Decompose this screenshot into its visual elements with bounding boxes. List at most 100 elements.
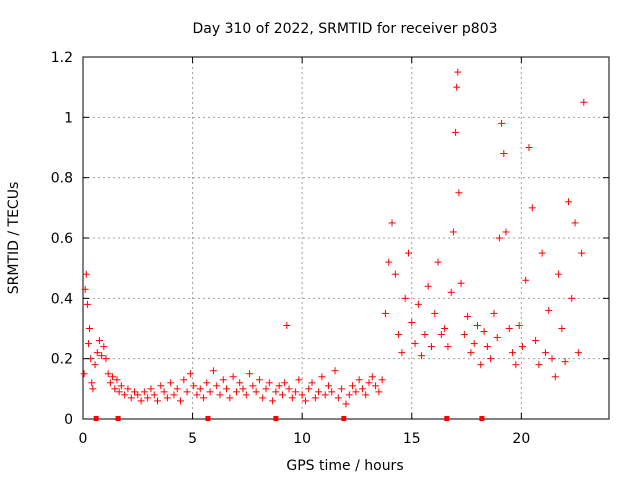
- data-point: [578, 249, 586, 257]
- data-point: [427, 343, 435, 351]
- x-tick-label: 20: [512, 431, 530, 447]
- data-point: [301, 397, 309, 405]
- data-point: [490, 309, 498, 317]
- data-point: [355, 376, 363, 384]
- data-point: [81, 285, 89, 293]
- x-tick-label: 0: [79, 431, 88, 447]
- data-point: [91, 361, 99, 369]
- data-point: [328, 388, 336, 396]
- data-point: [239, 385, 247, 393]
- data-point: [447, 288, 455, 296]
- data-point: [528, 204, 536, 212]
- data-point: [338, 385, 346, 393]
- data-point: [518, 343, 526, 351]
- data-point: [388, 219, 396, 227]
- data-point: [121, 391, 129, 399]
- data-point: [106, 379, 114, 387]
- data-point: [265, 379, 273, 387]
- data-point: [83, 300, 91, 308]
- data-point: [255, 376, 263, 384]
- data-point: [285, 385, 293, 393]
- data-point: [464, 312, 472, 320]
- data-point: [395, 331, 403, 339]
- data-point: [414, 300, 422, 308]
- data-point: [93, 349, 101, 357]
- data-point: [568, 294, 576, 302]
- data-point: [391, 270, 399, 278]
- data-point: [157, 382, 165, 390]
- data-point: [82, 270, 90, 278]
- data-point: [522, 276, 530, 284]
- data-point: [147, 385, 155, 393]
- data-point: [548, 355, 556, 363]
- data-point: [525, 144, 533, 151]
- data-point: [532, 337, 540, 345]
- data-point: [368, 373, 376, 381]
- data-point: [318, 373, 326, 381]
- data-point: [124, 385, 132, 393]
- data-point: [305, 385, 313, 393]
- data-point: [551, 373, 559, 381]
- data-point: [515, 321, 523, 329]
- data-point: [115, 388, 123, 396]
- data-point: [362, 391, 370, 399]
- data-point: [460, 331, 468, 339]
- data-point: [216, 391, 224, 399]
- y-tick-label: 0.4: [51, 291, 73, 307]
- data-point: [509, 349, 517, 357]
- data-point: [495, 234, 503, 242]
- axes-layer: [82, 56, 610, 420]
- data-point: [163, 394, 171, 402]
- data-point: [375, 388, 383, 396]
- data-point: [345, 391, 353, 399]
- data-point: [86, 325, 94, 332]
- data-point: [295, 376, 303, 384]
- data-point: [408, 318, 416, 326]
- data-point: [580, 98, 588, 106]
- data-point: [100, 343, 108, 351]
- data-point: [411, 340, 419, 348]
- data-point: [206, 388, 214, 396]
- data-point: [170, 391, 178, 399]
- data-point: [292, 388, 300, 396]
- data-point: [278, 391, 286, 399]
- data-point: [150, 391, 158, 399]
- y-tick-label: 0.8: [51, 171, 73, 187]
- data-point: [431, 309, 439, 317]
- data-point: [275, 382, 283, 390]
- x-axis-label: GPS time / hours: [286, 458, 403, 474]
- data-point: [512, 361, 520, 369]
- baseline-marker: [479, 416, 485, 421]
- data-point: [298, 391, 306, 399]
- data-point: [167, 379, 175, 387]
- data-point: [144, 394, 152, 402]
- data-point: [131, 388, 139, 396]
- data-point: [564, 198, 572, 206]
- points-layer: [80, 68, 588, 421]
- data-point: [558, 325, 566, 332]
- data-point: [183, 388, 191, 396]
- data-point: [502, 228, 510, 236]
- data-point: [372, 382, 380, 390]
- data-point: [498, 119, 506, 127]
- data-point: [117, 382, 125, 390]
- data-point: [457, 279, 465, 287]
- data-point: [349, 382, 357, 390]
- data-point: [232, 388, 240, 396]
- data-point: [113, 376, 121, 384]
- data-point: [331, 367, 339, 375]
- data-point: [561, 358, 569, 366]
- data-point: [311, 394, 319, 402]
- data-point: [229, 373, 237, 381]
- data-point: [283, 321, 291, 329]
- data-point: [193, 391, 201, 399]
- data-point: [180, 376, 188, 384]
- data-point: [173, 385, 181, 393]
- data-point: [441, 325, 449, 332]
- data-point: [160, 388, 168, 396]
- data-point: [385, 258, 393, 266]
- y-tick-label: 0.6: [51, 231, 73, 247]
- x-tick-label: 15: [403, 431, 421, 447]
- baseline-marker: [93, 416, 99, 421]
- data-point: [418, 352, 426, 360]
